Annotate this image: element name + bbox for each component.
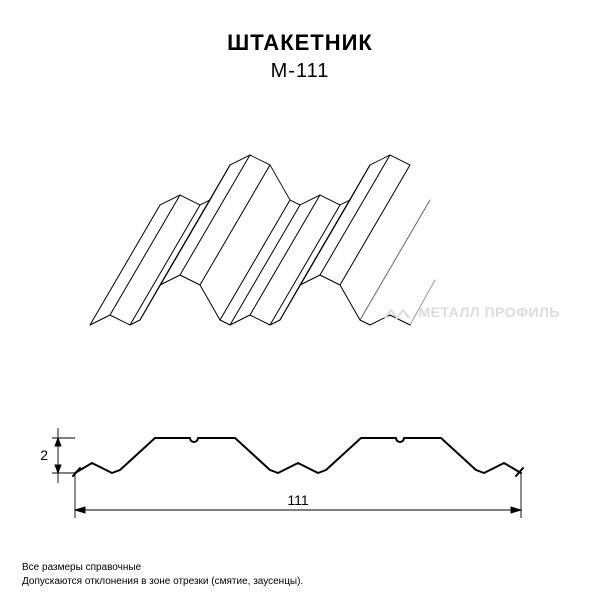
product-spec-page: { "title": { "line1": "ШТАКЕТНИК", "line… bbox=[0, 0, 600, 600]
logo-icon bbox=[383, 300, 411, 324]
footnote-line2: Допускаются отклонения в зоне отрезки (с… bbox=[22, 575, 303, 589]
logo-text: МЕТАЛЛ ПРОФИЛЬ bbox=[419, 304, 561, 320]
cross-section-drawing: 12 111 bbox=[40, 418, 570, 533]
width-dimension-label: 111 bbox=[287, 492, 308, 508]
title-block: ШТАКЕТНИК М-111 bbox=[0, 0, 600, 83]
footnote-line1: Все размеры справочные bbox=[22, 561, 303, 575]
product-title: ШТАКЕТНИК bbox=[0, 30, 600, 56]
product-model: М-111 bbox=[0, 60, 600, 83]
brand-watermark: МЕТАЛЛ ПРОФИЛЬ bbox=[383, 300, 561, 324]
footnote: Все размеры справочные Допускаются откло… bbox=[22, 561, 303, 588]
profile-svg: 12 111 bbox=[40, 418, 570, 533]
height-dimension-label: 12 bbox=[40, 447, 48, 463]
